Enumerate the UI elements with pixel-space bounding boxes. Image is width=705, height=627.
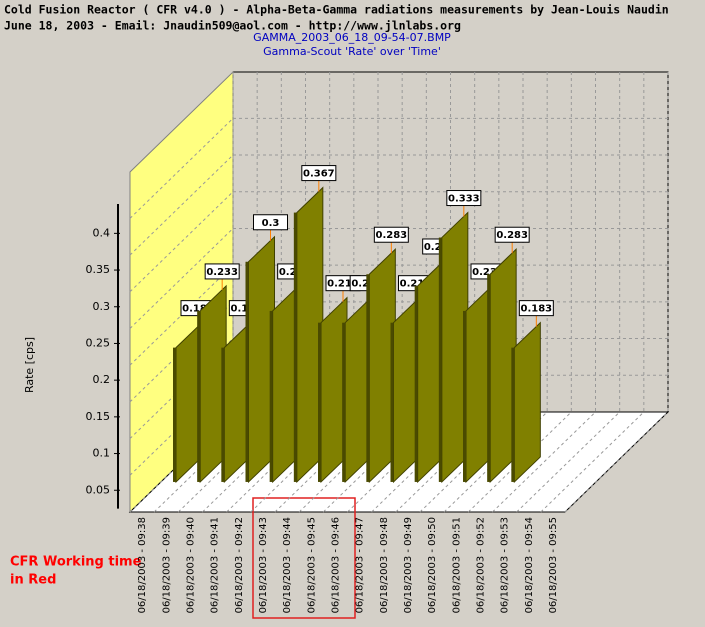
label-box <box>518 300 554 317</box>
x-tick-label: 06/18/2003 - 09:41 <box>210 517 221 613</box>
value-label: 0.3 <box>262 218 280 229</box>
bar-front <box>342 322 346 482</box>
x-tick-label: 06/18/2003 - 09:38 <box>137 517 148 613</box>
bar-front <box>173 347 176 482</box>
label-box <box>204 263 240 280</box>
label-box <box>494 226 530 243</box>
y-axis-label: Rate [cps] <box>23 337 36 393</box>
value-label: 0.183 <box>521 304 553 315</box>
bar-front <box>414 285 418 482</box>
chart-title: GAMMA_2003_06_18_09-54-07.BMP <box>253 31 451 44</box>
x-tick-label: 06/18/2003 - 09:46 <box>330 517 341 613</box>
x-tick-label: 06/18/2003 - 09:44 <box>282 517 293 613</box>
bar-front <box>487 274 491 482</box>
x-tick-label: 06/18/2003 - 09:40 <box>185 517 196 613</box>
annotation: CFR Working time <box>10 555 142 570</box>
subtitle: June 18, 2003 - Email: Jnaudin509@aol.co… <box>4 19 461 33</box>
value-label: 0.217 <box>400 279 432 290</box>
x-tick-label: 06/18/2003 - 09:50 <box>427 517 438 613</box>
label-box <box>446 190 482 207</box>
y-tick-label: 0.25 <box>86 336 111 349</box>
x-tick-label: 06/18/2003 - 09:39 <box>161 517 172 613</box>
x-tick-label: 06/18/2003 - 09:45 <box>306 517 317 613</box>
bar-front <box>366 274 370 482</box>
x-tick-label: 06/18/2003 - 09:54 <box>524 517 535 613</box>
label-box <box>301 165 337 182</box>
y-tick-label: 0.4 <box>93 226 111 239</box>
y-tick-label: 0.15 <box>86 410 111 423</box>
x-tick-label: 06/18/2003 - 09:48 <box>379 517 390 613</box>
y-tick-label: 0.1 <box>93 447 111 460</box>
x-tick-label: 06/18/2003 - 09:52 <box>475 517 486 613</box>
x-tick-label: 06/18/2003 - 09:43 <box>258 517 269 613</box>
title: Cold Fusion Reactor ( CFR v4.0 ) - Alpha… <box>4 3 669 17</box>
value-label: 0.217 <box>327 279 359 290</box>
value-label: 0.283 <box>376 230 408 241</box>
y-tick-label: 0.05 <box>86 483 111 496</box>
x-tick-label: 06/18/2003 - 09:47 <box>355 517 366 613</box>
x-tick-label: 06/18/2003 - 09:42 <box>234 517 245 613</box>
x-tick-label: 06/18/2003 - 09:51 <box>451 517 462 613</box>
y-tick-label: 0.3 <box>93 300 111 313</box>
x-tick-label: 06/18/2003 - 09:49 <box>403 517 414 613</box>
bar-front <box>269 310 273 482</box>
bar-front <box>221 347 225 482</box>
bar-front <box>197 310 201 482</box>
value-label: 0.283 <box>496 230 528 241</box>
chart-subtitle: Gamma-Scout 'Rate' over 'Time' <box>263 45 441 58</box>
highlight-box <box>252 497 356 619</box>
x-tick-label: 06/18/2003 - 09:55 <box>548 517 559 613</box>
value-label: 0.233 <box>472 267 504 278</box>
value-label: 0.183 <box>182 304 214 315</box>
bar-front <box>463 310 466 482</box>
bar-front <box>293 212 297 482</box>
bar-front <box>390 322 394 482</box>
bar-front <box>245 261 249 482</box>
label-box <box>373 226 409 243</box>
value-label: 0.333 <box>448 194 480 205</box>
y-tick-label: 0.2 <box>93 373 111 386</box>
label-box <box>253 214 288 231</box>
value-label: 0.367 <box>303 169 335 180</box>
annotation: in Red <box>10 573 56 588</box>
bar-front <box>438 237 442 482</box>
y-tick-label: 0.35 <box>86 263 111 276</box>
bar-side <box>513 321 541 484</box>
value-label: 0.233 <box>206 267 238 278</box>
bar-front <box>511 347 515 482</box>
x-tick-label: 06/18/2003 - 09:53 <box>500 517 511 613</box>
bar-front <box>318 322 321 482</box>
